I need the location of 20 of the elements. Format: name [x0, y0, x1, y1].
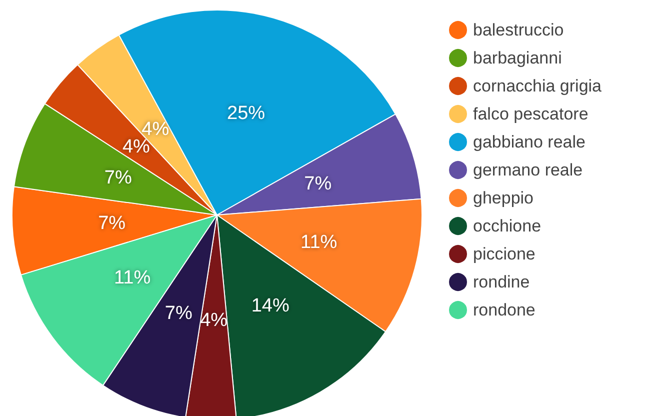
legend-label: gheppio — [473, 188, 534, 208]
data-label: 14% — [251, 296, 290, 317]
data-label: 11% — [114, 267, 151, 288]
data-label: 7% — [98, 212, 126, 234]
legend-label: piccione — [473, 244, 536, 264]
data-label: 7% — [304, 174, 332, 195]
data-label: 4% — [200, 310, 228, 331]
data-label: 7% — [164, 302, 192, 324]
data-label: 7% — [104, 168, 132, 189]
legend-label: barbagianni — [473, 48, 562, 68]
data-label: 25% — [227, 103, 266, 124]
legend-label: balestruccio — [473, 20, 564, 40]
legend-label: rondine — [473, 272, 530, 292]
data-label: 11% — [300, 232, 338, 253]
legend-label: gabbiano reale — [473, 132, 586, 152]
legend-label: falco pescatore — [473, 104, 588, 124]
legend-label: rondone — [473, 300, 536, 320]
legend-label: occhione — [473, 216, 542, 236]
legend-label: germano reale — [473, 160, 583, 180]
legend-label: cornacchia grigia — [473, 76, 602, 96]
